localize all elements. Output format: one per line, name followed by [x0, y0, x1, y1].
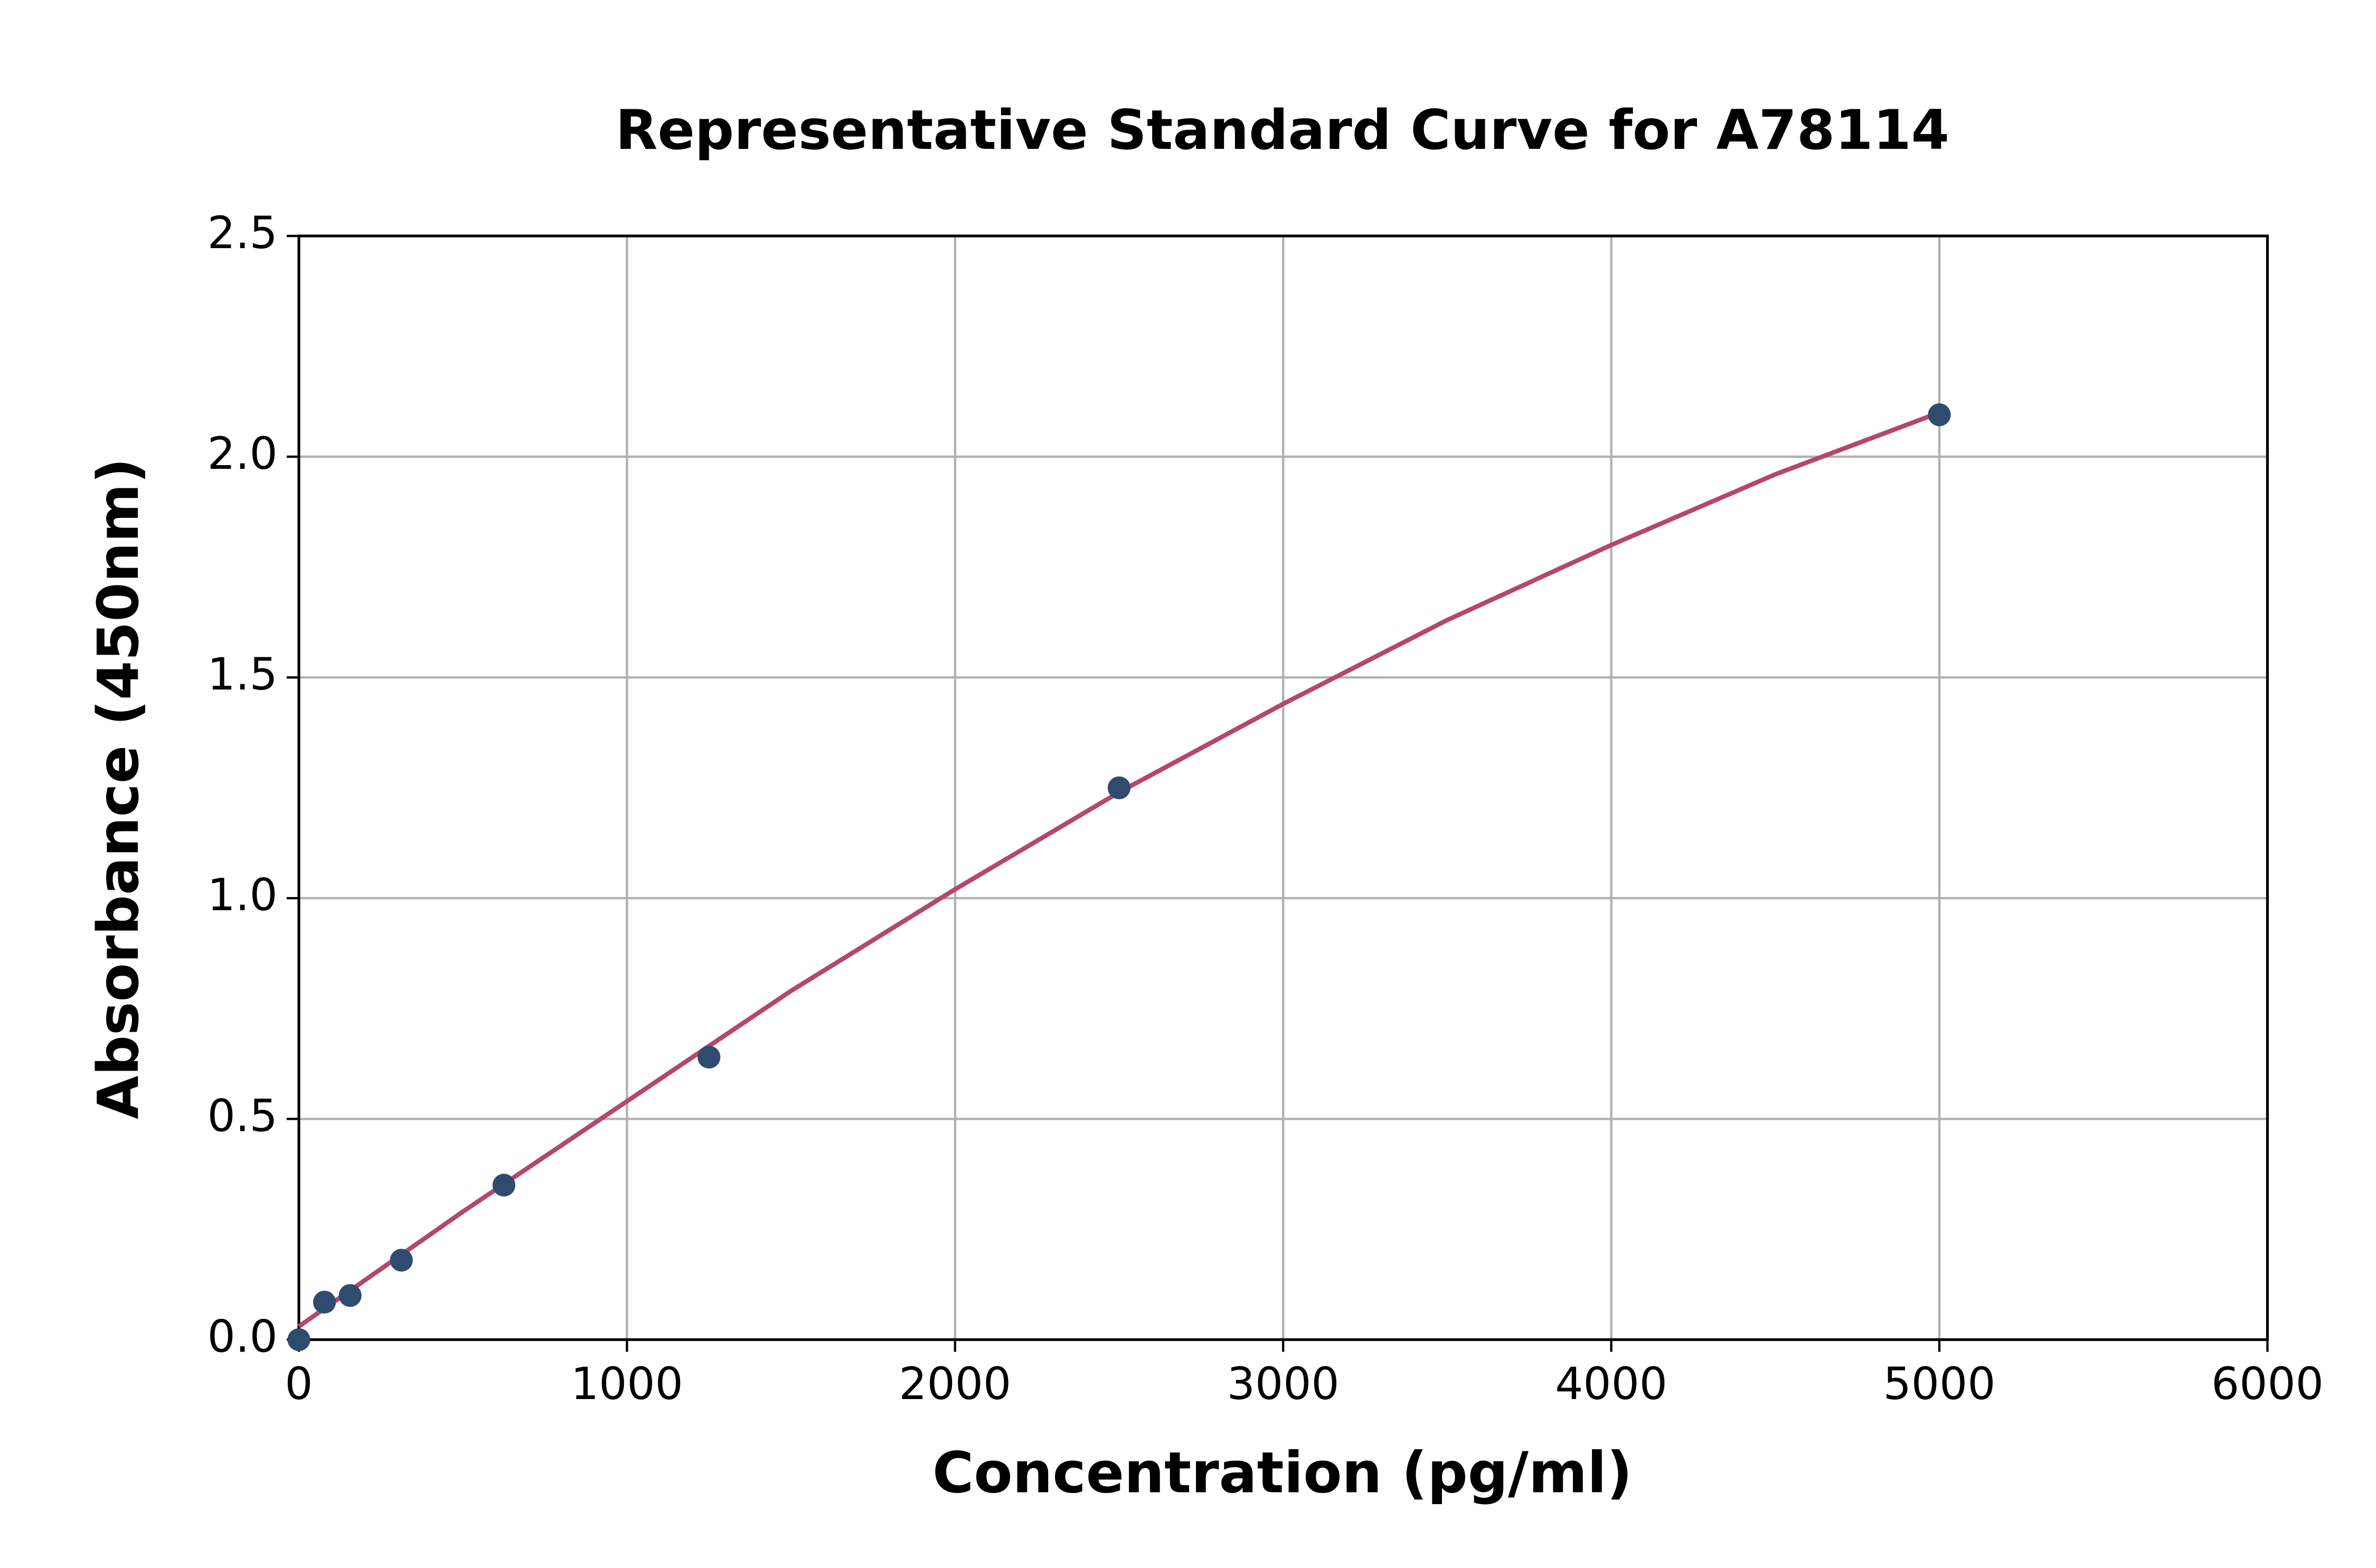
y-tick-label: 2.5 — [208, 207, 278, 259]
x-axis-label: Concentration (pg/ml) — [932, 1440, 1632, 1506]
chart-title: Representative Standard Curve for A78114 — [616, 99, 1949, 162]
plot-frame — [297, 234, 2269, 1342]
y-axis-label: Absorbance (450nm) — [86, 458, 152, 1119]
y-tick-label: 0.0 — [208, 1310, 278, 1362]
data-point — [1107, 776, 1131, 799]
data-point — [390, 1249, 413, 1272]
data-point — [287, 1328, 310, 1352]
y-tick-label: 1.0 — [208, 869, 278, 921]
data-point — [1928, 403, 1951, 427]
x-tick-label: 6000 — [2211, 1358, 2324, 1410]
x-tick-label: 3000 — [1227, 1358, 1340, 1410]
x-tick-label: 2000 — [899, 1358, 1011, 1410]
data-point — [697, 1045, 721, 1069]
data-point — [492, 1174, 516, 1197]
data-point — [313, 1290, 336, 1314]
y-tick-label: 2.0 — [208, 428, 278, 479]
data-point — [338, 1284, 362, 1307]
x-tick-label: 4000 — [1555, 1358, 1667, 1410]
x-tick-label: 0 — [285, 1358, 313, 1410]
y-tick-label: 0.5 — [208, 1090, 278, 1141]
y-tick-label: 1.5 — [208, 648, 278, 700]
x-tick-label: 1000 — [571, 1358, 683, 1410]
fit-curve — [297, 410, 1940, 1328]
x-tick-label: 5000 — [1883, 1358, 1996, 1410]
